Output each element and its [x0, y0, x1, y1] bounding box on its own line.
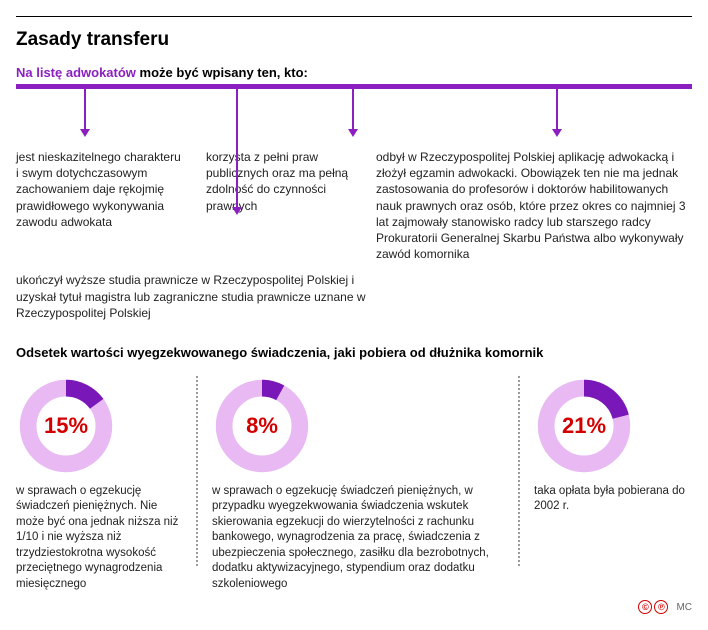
criteria-2: korzysta z pełni praw publicznych oraz m…: [206, 149, 356, 262]
footer: © ℗ MC: [16, 600, 692, 614]
page-title: Zasady transferu: [16, 29, 692, 51]
credit: MC: [676, 602, 692, 613]
donut-chart-3: 21%: [534, 376, 634, 476]
donut-col-2: 8% w sprawach o egzekucję świadczeń pien…: [198, 376, 518, 593]
criteria-columns: jest nieskazitelnego charakteru i swym d…: [16, 149, 692, 262]
donuts-row: 15% w sprawach o egzekucję świadczeń pie…: [16, 376, 692, 593]
subtitle-rest: może być wpisany ten, kto:: [136, 65, 308, 80]
criteria-3: odbył w Rzeczypospolitej Polskiej aplika…: [376, 149, 692, 262]
donut-desc-1: w sprawach o egzekucję świadczeń pienięż…: [16, 484, 182, 593]
donut-chart-1: 15%: [16, 376, 116, 476]
donut-label-2: 8%: [212, 376, 312, 476]
section2-title: Odsetek wartości wyegzekwowanego świadcz…: [16, 345, 692, 360]
donut-chart-2: 8%: [212, 376, 312, 476]
flow-area: [16, 89, 692, 149]
subtitle: Na listę adwokatów może być wpisany ten,…: [16, 65, 692, 80]
arrow-1: [84, 89, 86, 131]
donut-label-3: 21%: [534, 376, 634, 476]
subtitle-accent: Na listę adwokatów: [16, 65, 136, 80]
arrow-4: [556, 89, 558, 131]
donut-col-1: 15% w sprawach o egzekucję świadczeń pie…: [16, 376, 196, 593]
donut-desc-3: taka opłata była pobierana do 2002 r.: [534, 484, 692, 515]
donut-label-1: 15%: [16, 376, 116, 476]
top-rule: [16, 16, 692, 17]
arrow-3: [352, 89, 354, 131]
copyright-icons: © ℗: [638, 600, 668, 614]
criteria-1: jest nieskazitelnego charakteru i swym d…: [16, 149, 186, 262]
criteria-below: ukończył wyższe studia prawnicze w Rzecz…: [16, 272, 396, 321]
arrow-2: [236, 89, 238, 209]
donut-col-3: 21% taka opłata była pobierana do 2002 r…: [520, 376, 692, 593]
phonogram-icon: ℗: [654, 600, 668, 614]
copyright-icon: ©: [638, 600, 652, 614]
donut-desc-2: w sprawach o egzekucję świadczeń pienięż…: [212, 484, 504, 593]
